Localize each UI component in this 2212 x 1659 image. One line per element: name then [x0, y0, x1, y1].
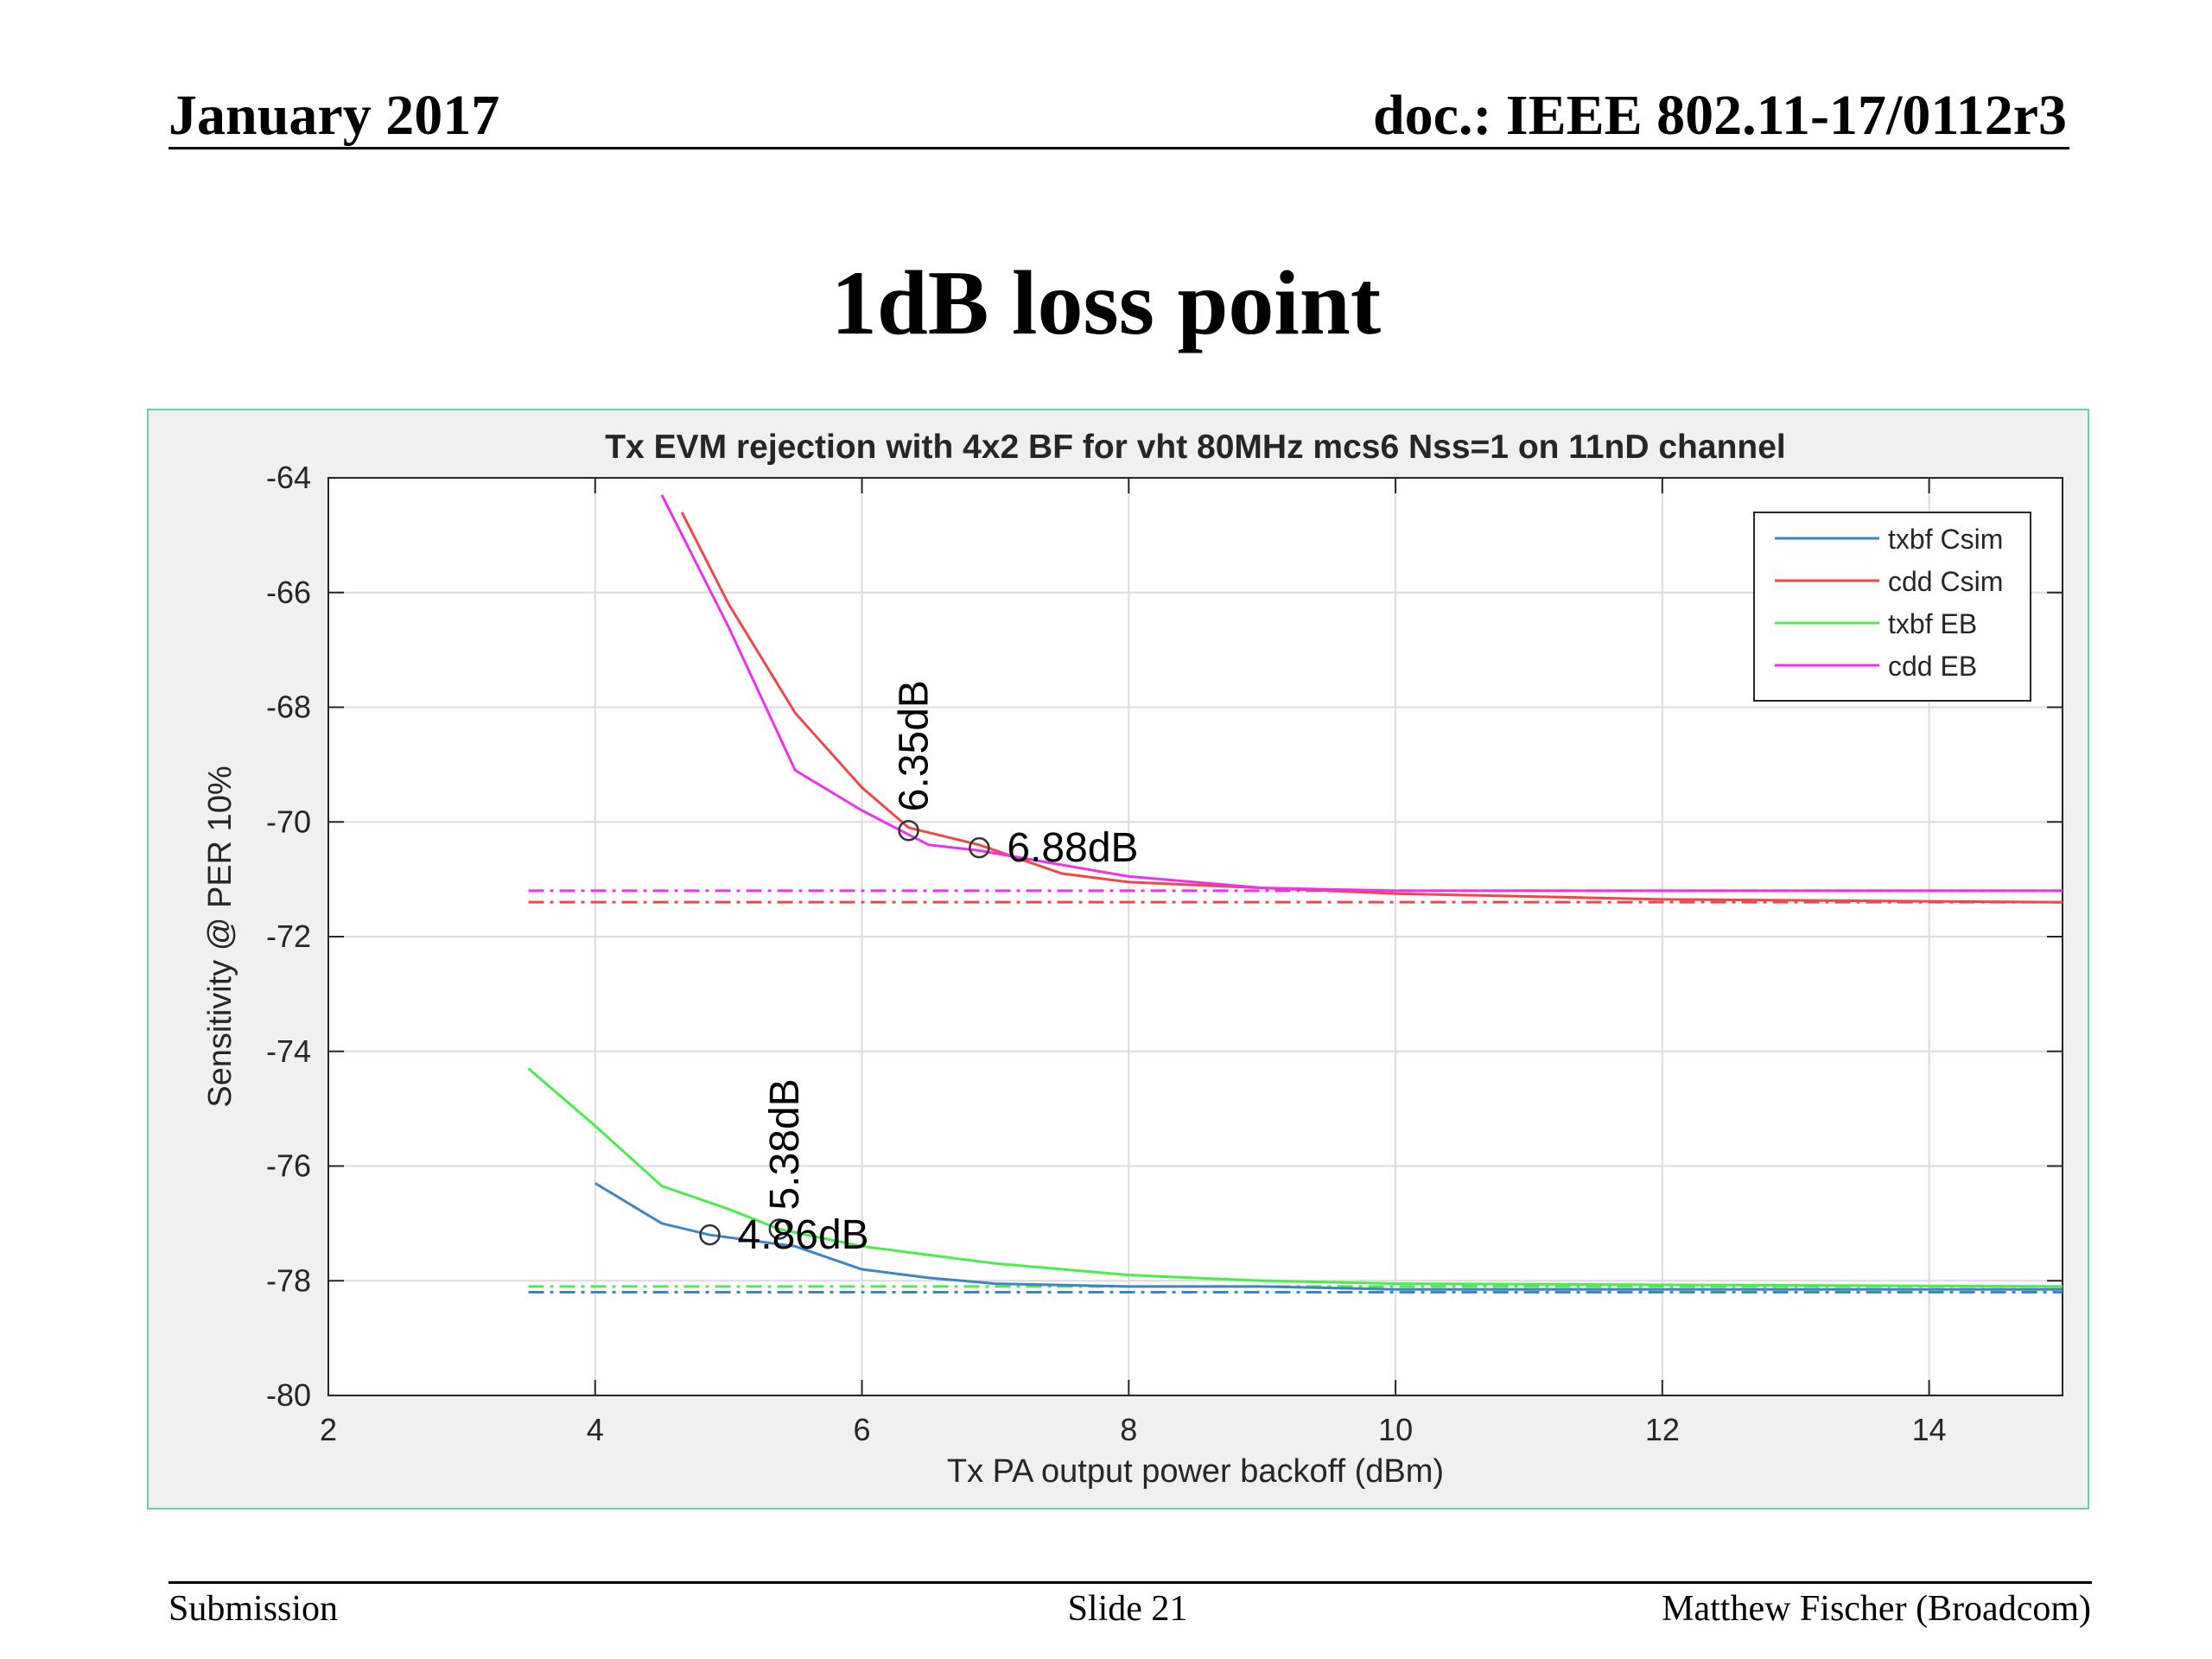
slide-title: 1dB loss point: [830, 252, 1382, 353]
legend-label: txbf EB: [1888, 608, 1977, 639]
x-tick-label: 8: [1120, 1412, 1137, 1447]
annotation-label: 5.38dB: [762, 1078, 808, 1210]
x-tick-label: 10: [1378, 1412, 1413, 1447]
legend-label: cdd Csim: [1888, 566, 2003, 597]
series-line: [594, 1182, 2063, 1291]
annotation-marker: [969, 836, 990, 859]
series-line: [680, 512, 2063, 904]
annotation-label: 6.35dB: [892, 680, 938, 811]
legend-label: txbf Csim: [1888, 524, 2003, 555]
annotation-label: 4.86dB: [738, 1212, 869, 1258]
x-tick-label: 2: [320, 1412, 337, 1447]
legend-label: cdd EB: [1888, 651, 1977, 682]
series-line: [527, 1067, 2063, 1288]
x-tick-label: 14: [1912, 1412, 1947, 1447]
y-tick-label: -68: [266, 690, 311, 725]
chart-title: Tx EVM rejection with 4x2 BF for vht 80M…: [605, 429, 1786, 466]
footer-slide-number: Slide 21: [1067, 1589, 1188, 1629]
y-tick-label: -72: [266, 918, 311, 954]
series-line: [660, 494, 2063, 893]
y-tick-label: -70: [266, 804, 311, 839]
header-rule: [168, 147, 2069, 149]
x-tick-label: 6: [854, 1412, 871, 1447]
x-tick-label: 12: [1645, 1412, 1680, 1447]
y-tick-label: -74: [266, 1033, 311, 1069]
legend-box: [1753, 512, 2031, 702]
x-tick-label: 4: [587, 1412, 604, 1447]
y-tick-label: -64: [266, 460, 311, 495]
annotation-marker: [699, 1224, 721, 1246]
header-date: January 2017: [168, 84, 500, 147]
footer-rule: [168, 1581, 2092, 1584]
y-tick-label: -80: [266, 1377, 311, 1413]
chart-svg: 2 4 6 8 10 12 14 -80 -78 -76 -74 -72 -70 -68 -66 -64 Tx …: [202, 429, 2063, 1490]
footer-author: Matthew Fischer (Broadcom): [1662, 1589, 2091, 1629]
annotation-label: 6.88dB: [1007, 825, 1138, 871]
chart-figure: 2 4 6 8 10 12 14 -80 -78 -76 -74 -72 -70 -68 -66 -64 Tx …: [147, 409, 2089, 1510]
y-axis-label: Sensitivity @ PER 10%: [202, 766, 238, 1108]
header-doc-id: doc.: IEEE 802.11-17/0112r3: [1372, 84, 2067, 147]
y-tick-label: -66: [266, 575, 311, 610]
y-tick-label: -76: [266, 1148, 311, 1184]
annotation-marker: [768, 1218, 791, 1240]
footer-submission: Submission: [168, 1589, 339, 1629]
x-axis-label: Tx PA output power backoff (dBm): [947, 1453, 1444, 1490]
annotation-marker: [898, 819, 919, 842]
y-tick-label: -78: [266, 1262, 311, 1298]
